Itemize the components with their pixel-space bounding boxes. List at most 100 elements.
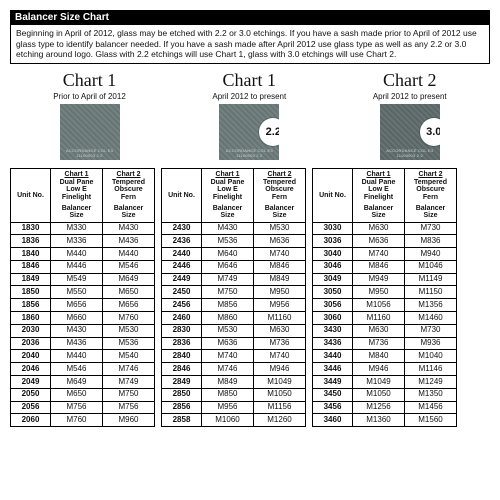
table-row: 2056M756M756 [11,401,155,414]
balancer-table-1: Unit No.Chart 1Dual PaneLow EFinelightCh… [161,168,306,427]
balancer-size-c1: M636 [202,337,254,350]
table-row: 2049M649M749 [11,376,155,389]
table-row: 2449M749M849 [162,273,306,286]
unit-no: 2440 [162,248,202,261]
table-row: 3060M1160M1460 [313,312,457,325]
balancer-size-c2: M956 [254,299,306,312]
balancer-size-c1: M746 [202,363,254,376]
balancer-size-c1: M850 [202,388,254,401]
balancer-size-c1: M530 [202,324,254,337]
balancer-size-c1: M440 [51,248,103,261]
balancer-size-c2: M730 [405,222,457,235]
balancer-size-c2: M1460 [405,312,457,325]
table-row: 3436M736M936 [313,337,457,350]
balancer-size-c1: M549 [51,273,103,286]
table-row: 1856M656M656 [11,299,155,312]
balancer-size-c1: M646 [202,260,254,273]
balancer-size-c2: M746 [103,363,155,376]
balancer-size-c1: M1060 [202,414,254,427]
balancer-size-c2: M530 [254,222,306,235]
chart-title: Chart 2 [373,70,447,91]
unit-no: 2836 [162,337,202,350]
table-row: 1836M336M436 [11,235,155,248]
table-row: 2856M956M1156 [162,401,306,414]
table-row: 1830M330M430 [11,222,155,235]
balancer-size-c2: M1356 [405,299,457,312]
table-row: 2850M850M1050 [162,388,306,401]
balancer-size-c2: M950 [254,286,306,299]
balancer-size-c1: M546 [51,363,103,376]
table-row: 3449M1049M1249 [313,376,457,389]
balancer-size-c1: M946 [353,363,405,376]
balancer-size-label: BalancerSize [202,203,254,222]
unit-no: 3446 [313,363,353,376]
table-row: 2050M650M750 [11,388,155,401]
balancer-size-c2: M740 [254,248,306,261]
unit-no: 2036 [11,337,51,350]
chart-title: Chart 1 [212,70,286,91]
balancer-size-c2: M530 [103,324,155,337]
balancer-size-c2: M756 [103,401,155,414]
unit-no-header: Unit No. [11,168,51,222]
unit-no: 3030 [313,222,353,235]
unit-no: 2050 [11,388,51,401]
balancer-size-c1: M949 [353,273,405,286]
unit-no: 3436 [313,337,353,350]
balancer-size-c2: M540 [103,350,155,363]
table-row: 2830M530M630 [162,324,306,337]
chart-subtitle: Prior to April of 2012 [53,92,125,101]
balancer-size-c2: M430 [103,222,155,235]
glass-swatch: 3.0ACCORDANCE CGL E3 11100003 2.2 [380,104,440,160]
unit-no: 3036 [313,235,353,248]
unit-no: 2846 [162,363,202,376]
balancer-size-c1: M740 [353,248,405,261]
table-row: 1846M446M546 [11,260,155,273]
description-box: Beginning in April of 2012, glass may be… [10,25,490,64]
balancer-size-c1: M846 [353,260,405,273]
table-row: 1860M660M760 [11,312,155,325]
unit-no: 2849 [162,376,202,389]
balancer-size-c1: M636 [353,235,405,248]
balancer-size-c1: M740 [202,350,254,363]
balancer-size-c1: M860 [202,312,254,325]
table-row: 2030M430M530 [11,324,155,337]
table-row: 2440M640M740 [162,248,306,261]
balancer-size-c2: M546 [103,260,155,273]
balancer-size-c1: M649 [51,376,103,389]
chart-subtitle: April 2012 to present [212,92,286,101]
glass-swatch: ACCORDANCE CGL E3 11100003 2.2 [60,104,120,160]
table-row: 2446M646M846 [162,260,306,273]
balancer-size-c2: M1350 [405,388,457,401]
table-row: 3046M846M1046 [313,260,457,273]
unit-no: 2449 [162,273,202,286]
unit-no: 2030 [11,324,51,337]
balancer-size-c1: M430 [202,222,254,235]
balancer-size-label: BalancerSize [353,203,405,222]
balancer-size-c2: M1049 [254,376,306,389]
table-row: 2849M849M1049 [162,376,306,389]
table-row: 2456M856M956 [162,299,306,312]
balancer-size-c1: M336 [51,235,103,248]
balancer-size-label: BalancerSize [405,203,457,222]
table-row: 3036M636M836 [313,235,457,248]
balancer-size-c2: M1249 [405,376,457,389]
balancer-size-c2: M1260 [254,414,306,427]
balancer-size-c1: M1049 [353,376,405,389]
charts-row: Chart 1 Prior to April of 2012 ACCORDANCE … [10,70,490,160]
balancer-size-c2: M536 [103,337,155,350]
balancer-size-c1: M760 [51,414,103,427]
balancer-size-c1: M756 [51,401,103,414]
balancer-size-c1: M750 [202,286,254,299]
table-row: 2060M760M960 [11,414,155,427]
balancer-size-c1: M1160 [353,312,405,325]
balancer-size-c1: M446 [51,260,103,273]
table-row: 3030M630M730 [313,222,457,235]
balancer-size-c2: M650 [103,286,155,299]
balancer-size-c1: M749 [202,273,254,286]
balancer-size-c2: M849 [254,273,306,286]
balancer-size-c1: M440 [51,350,103,363]
balancer-size-c2: M750 [103,388,155,401]
table-row: 2858M1060M1260 [162,414,306,427]
balancer-size-c2: M656 [103,299,155,312]
table-row: 2460M860M1160 [162,312,306,325]
